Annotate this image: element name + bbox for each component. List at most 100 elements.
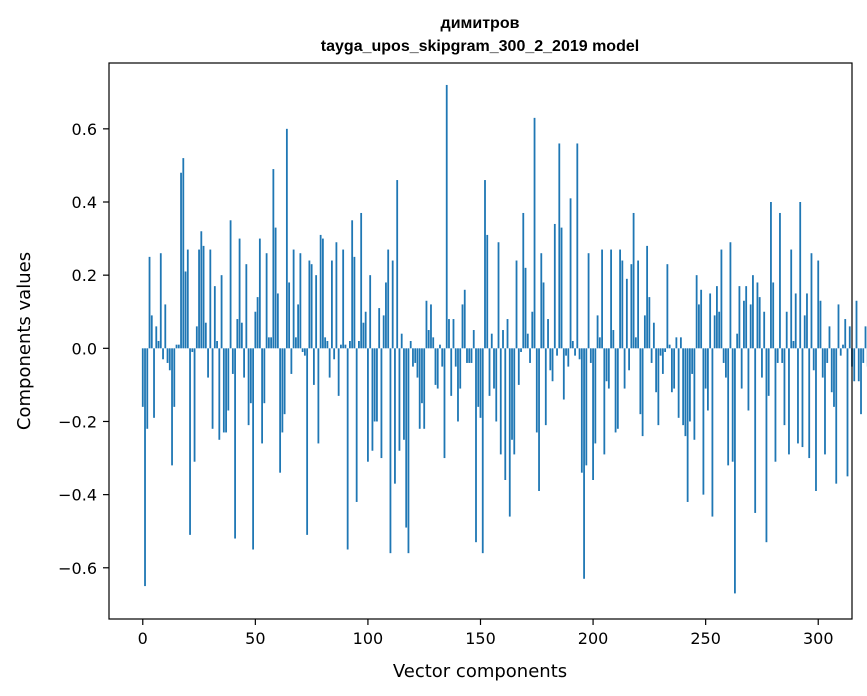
bar-113 — [396, 180, 399, 349]
bar-59 — [274, 227, 277, 349]
bar-204 — [601, 249, 603, 349]
bar-216 — [628, 348, 630, 371]
bar-258 — [722, 348, 725, 363]
bar-227 — [652, 322, 655, 349]
bar-203 — [598, 337, 601, 349]
bar-80 — [321, 238, 324, 349]
bar-31 — [211, 348, 214, 429]
bar-121 — [414, 348, 417, 363]
bar-137 — [450, 348, 453, 396]
bar-103 — [373, 348, 376, 422]
bar-311 — [842, 344, 844, 349]
bar-24 — [195, 326, 198, 349]
bar-249 — [702, 348, 705, 495]
bar-309 — [837, 304, 840, 349]
bar-5 — [153, 348, 155, 418]
bar-248 — [700, 289, 703, 349]
bar-34 — [218, 348, 221, 440]
bar-109 — [387, 249, 390, 349]
bar-242 — [686, 348, 689, 502]
bar-67 — [292, 249, 295, 349]
bar-2 — [146, 348, 149, 429]
y-tick-label: 0.4 — [72, 193, 97, 212]
bar-171 — [526, 333, 529, 349]
bar-1 — [144, 348, 146, 587]
bar-68 — [294, 337, 297, 349]
y-tick-label: 0.2 — [72, 266, 97, 285]
bar-264 — [736, 333, 739, 349]
bar-92 — [349, 341, 351, 349]
bar-19 — [184, 271, 187, 349]
bar-63 — [283, 348, 286, 415]
bar-236 — [673, 348, 676, 389]
bar-195 — [580, 348, 583, 473]
bar-202 — [596, 315, 599, 349]
bar-176 — [538, 348, 540, 491]
bar-83 — [328, 348, 331, 378]
bar-235 — [670, 348, 673, 393]
bar-170 — [524, 267, 527, 349]
bar-173 — [531, 311, 534, 349]
bar-132 — [439, 344, 441, 349]
bar-66 — [290, 348, 293, 374]
chart-title-line-2: tayga_upos_skipgram_300_2_2019 model — [321, 38, 639, 55]
bar-55 — [265, 253, 268, 349]
bar-75 — [310, 264, 313, 349]
bar-233 — [666, 264, 669, 349]
bar-297 — [810, 253, 813, 349]
bar-206 — [605, 348, 608, 382]
bar-280 — [772, 282, 775, 349]
bar-16 — [177, 344, 180, 349]
bar-95 — [355, 348, 358, 502]
bar-73 — [306, 348, 309, 535]
bar-252 — [709, 293, 712, 349]
bar-72 — [303, 348, 306, 356]
bar-165 — [513, 348, 516, 455]
bar-49 — [252, 348, 254, 550]
bar-229 — [657, 348, 660, 426]
bar-100 — [367, 348, 369, 462]
bar-98 — [362, 322, 365, 349]
bar-191 — [571, 341, 574, 349]
chart-title-line-1: димитров — [441, 15, 520, 32]
bar-198 — [587, 253, 590, 349]
bar-209 — [612, 330, 615, 349]
y-axis-label: Components values — [14, 252, 35, 430]
bar-221 — [639, 348, 642, 415]
bar-39 — [229, 220, 232, 349]
bar-243 — [688, 348, 691, 422]
bar-289 — [792, 341, 795, 349]
bar-148 — [475, 348, 477, 543]
bar-269 — [747, 348, 750, 411]
y-tick-label: 0.6 — [72, 120, 97, 139]
bar-316 — [853, 348, 856, 382]
bar-99 — [364, 311, 367, 349]
bar-58 — [272, 169, 275, 349]
bar-152 — [484, 180, 486, 349]
bar-284 — [781, 348, 784, 363]
bar-239 — [679, 337, 682, 349]
bar-276 — [763, 311, 766, 349]
bar-174 — [533, 117, 536, 349]
bar-143 — [463, 289, 466, 349]
bar-274 — [758, 297, 761, 349]
bar-76 — [312, 348, 315, 385]
bar-196 — [583, 348, 585, 579]
bar-38 — [227, 348, 230, 411]
bar-266 — [740, 348, 743, 389]
bar-234 — [668, 344, 671, 349]
bar-281 — [774, 348, 777, 462]
bar-133 — [441, 348, 444, 367]
bar-33 — [216, 341, 218, 349]
bar-138 — [452, 319, 455, 349]
bar-319 — [860, 348, 862, 415]
bar-26 — [200, 231, 203, 349]
bar-215 — [625, 278, 628, 349]
bar-157 — [495, 348, 498, 422]
bar-246 — [695, 275, 698, 349]
bar-102 — [371, 348, 374, 451]
bar-145 — [468, 348, 471, 363]
bar-172 — [529, 348, 531, 363]
bar-162 — [506, 319, 509, 349]
